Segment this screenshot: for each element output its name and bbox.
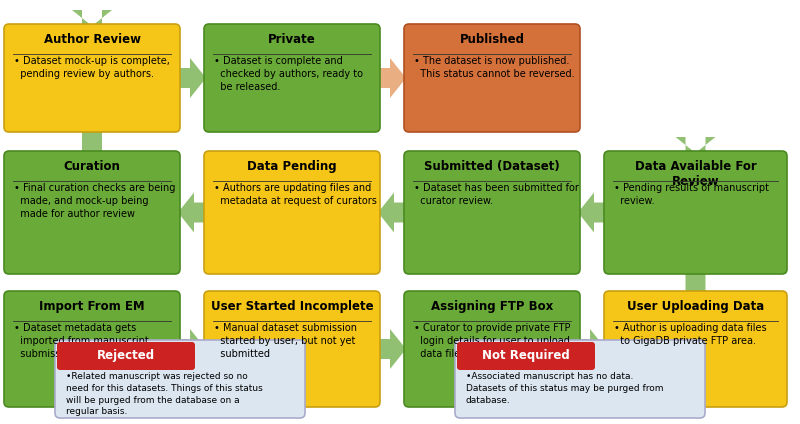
FancyBboxPatch shape (4, 151, 180, 274)
Polygon shape (675, 137, 715, 405)
FancyBboxPatch shape (57, 342, 195, 370)
Text: •Associated manuscript has no data.
Datasets of this status may be purged from
d: •Associated manuscript has no data. Data… (466, 372, 663, 404)
Text: Data Pending: Data Pending (247, 160, 337, 173)
Text: • Dataset has been submitted for
  curator review.: • Dataset has been submitted for curator… (414, 183, 579, 206)
Polygon shape (178, 192, 206, 232)
Text: • Final curation checks are being
  made, and mock-up being
  made for author re: • Final curation checks are being made, … (14, 183, 175, 219)
Text: Not Required: Not Required (482, 349, 570, 363)
Text: Submitted (Dataset): Submitted (Dataset) (424, 160, 560, 173)
FancyBboxPatch shape (404, 151, 580, 274)
Text: • Pending results of manuscript
  review.: • Pending results of manuscript review. (614, 183, 769, 206)
FancyBboxPatch shape (4, 291, 180, 407)
FancyBboxPatch shape (455, 340, 705, 418)
Text: Assigning FTP Box: Assigning FTP Box (431, 300, 553, 313)
Text: • Dataset mock-up is complete,
  pending review by authors.: • Dataset mock-up is complete, pending r… (14, 56, 170, 79)
Text: Private: Private (268, 33, 316, 46)
FancyBboxPatch shape (404, 24, 580, 132)
FancyBboxPatch shape (404, 291, 580, 407)
FancyBboxPatch shape (4, 24, 180, 132)
FancyBboxPatch shape (204, 24, 380, 132)
FancyBboxPatch shape (604, 151, 787, 274)
Text: • The dataset is now published.
  This status cannot be reversed.: • The dataset is now published. This sta… (414, 56, 574, 79)
Polygon shape (578, 192, 606, 232)
Text: Import From EM: Import From EM (39, 300, 145, 313)
Text: • Curator to provide private FTP
  login details for user to upload
  data files: • Curator to provide private FTP login d… (414, 323, 570, 360)
FancyBboxPatch shape (204, 291, 380, 407)
Polygon shape (72, 10, 112, 272)
Text: • Author is uploading data files
  to GigaDB private FTP area.: • Author is uploading data files to Giga… (614, 323, 766, 346)
FancyBboxPatch shape (604, 291, 787, 407)
FancyBboxPatch shape (457, 342, 595, 370)
Text: • Dataset metadata gets
  imported from manuscript
  submission system: • Dataset metadata gets imported from ma… (14, 323, 149, 360)
Polygon shape (178, 329, 206, 369)
Text: Author Review: Author Review (43, 33, 141, 46)
Text: Published: Published (459, 33, 525, 46)
Text: • Manual dataset submission
  started by user, but not yet
  submitted: • Manual dataset submission started by u… (214, 323, 357, 360)
FancyBboxPatch shape (204, 151, 380, 274)
Polygon shape (378, 329, 406, 369)
Text: Rejected: Rejected (97, 349, 155, 363)
Polygon shape (178, 58, 206, 98)
Polygon shape (378, 192, 406, 232)
Text: •Related manuscript was rejected so no
need for this datasets. Things of this st: •Related manuscript was rejected so no n… (66, 372, 262, 416)
Polygon shape (378, 58, 406, 98)
Text: Data Available For
Review: Data Available For Review (634, 160, 756, 188)
Text: User Started Incomplete: User Started Incomplete (210, 300, 374, 313)
Text: Curation: Curation (63, 160, 121, 173)
Text: User Uploading Data: User Uploading Data (627, 300, 764, 313)
Text: • Dataset is complete and
  checked by authors, ready to
  be released.: • Dataset is complete and checked by aut… (214, 56, 363, 92)
Text: • Authors are updating files and
  metadata at request of curators: • Authors are updating files and metadat… (214, 183, 377, 206)
FancyBboxPatch shape (55, 340, 305, 418)
Polygon shape (578, 329, 606, 369)
